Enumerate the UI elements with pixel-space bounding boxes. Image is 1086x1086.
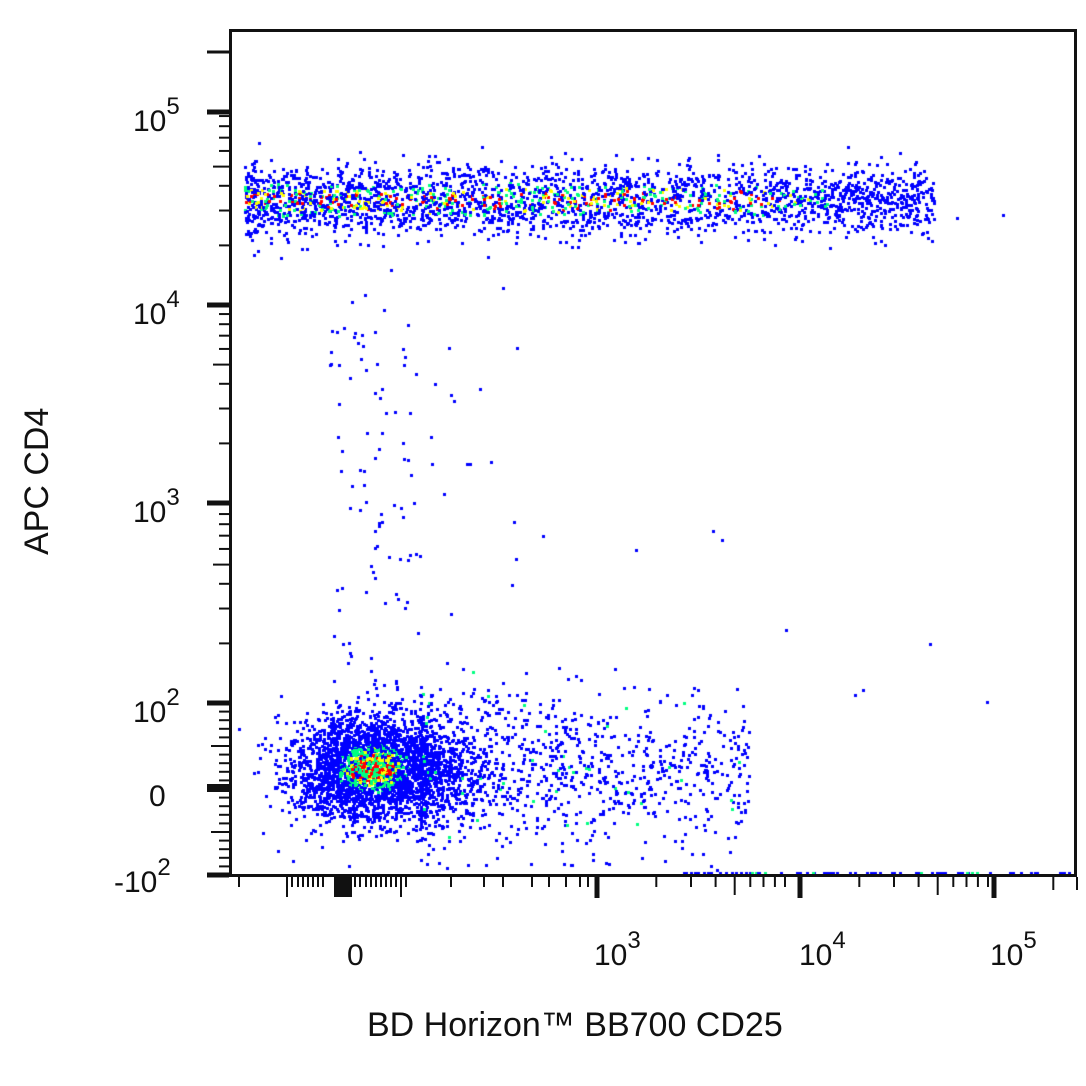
x-tick-1e4: 104 [799, 927, 846, 972]
y-tick-1e2: 102 [133, 684, 180, 729]
x-axis-label: BD Horizon™ BB700 CD25 [367, 1006, 783, 1044]
y-tick-0: 0 [149, 780, 166, 813]
y-tick-1e3: 103 [133, 484, 180, 529]
plot-area-frame [229, 29, 1077, 877]
y-tick-1e5: 105 [133, 93, 180, 138]
y-tick-1e4: 104 [133, 286, 180, 331]
y-axis-label: APC CD4 [18, 407, 56, 555]
x-tick-0: 0 [347, 939, 364, 972]
x-tick-1e3: 103 [594, 927, 641, 972]
y-tick-neg1e2: -102 [114, 854, 171, 899]
x-tick-1e5: 105 [990, 927, 1037, 972]
